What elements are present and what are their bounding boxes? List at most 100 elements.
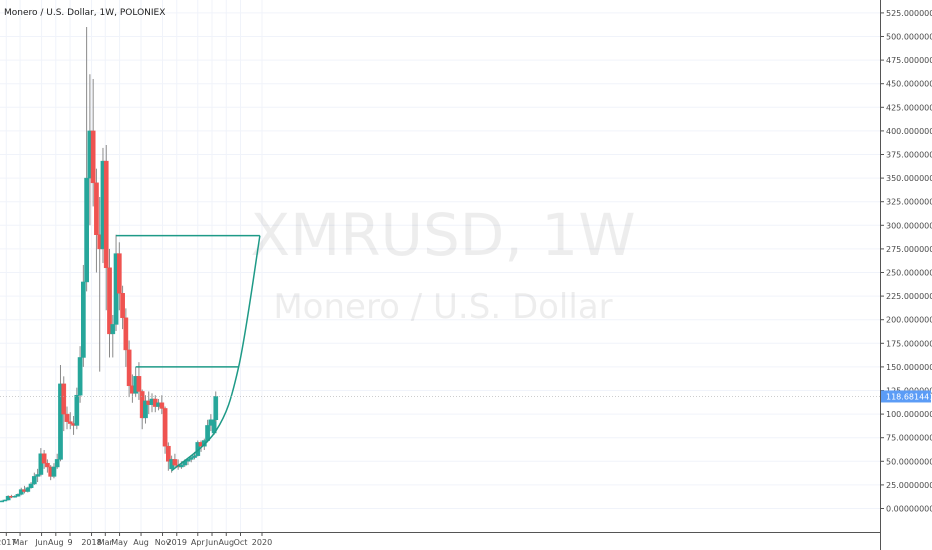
candle-body xyxy=(143,400,148,419)
candle-body xyxy=(166,445,171,462)
candle-body xyxy=(192,455,197,458)
candle-body xyxy=(107,267,112,335)
candle-down xyxy=(90,78,96,207)
time-tick-label: Aug xyxy=(48,538,64,547)
candle-body xyxy=(45,462,50,468)
price-tick-label: 400.00000000 xyxy=(886,127,932,136)
time-tick-label: Jun xyxy=(34,538,48,547)
candle-down xyxy=(120,285,125,330)
candle-body xyxy=(18,489,24,495)
time-tick-label: Nov xyxy=(155,538,171,547)
candle-body xyxy=(205,425,210,441)
price-tick-label: 25.00000000 xyxy=(886,481,932,490)
candle-body xyxy=(84,177,89,283)
candle-down xyxy=(64,406,70,430)
candle-up xyxy=(5,495,11,501)
time-tick-label: Jun xyxy=(205,538,219,547)
price-tick-label: 50.00000000 xyxy=(886,457,932,466)
candle-body xyxy=(41,453,47,464)
watermark-description: Monero / U.S. Dollar xyxy=(273,287,612,327)
candle-body xyxy=(64,413,70,422)
candle-body xyxy=(12,495,18,498)
time-tick-label: 2018 xyxy=(81,538,101,547)
price-tick-label: 525.00000000 xyxy=(886,9,932,18)
candle-up xyxy=(15,493,21,497)
candle-body xyxy=(31,476,37,485)
candle-down xyxy=(61,376,67,432)
candle-up xyxy=(12,495,18,498)
candle-down xyxy=(172,453,178,468)
price-axis-labels: 525.00000000 500.00000000 475.00000000 450.… xyxy=(880,9,932,514)
time-tick-label: Mar xyxy=(98,538,114,547)
candle-up xyxy=(77,346,83,403)
candle-down xyxy=(94,168,99,273)
candle-body xyxy=(35,474,40,477)
candle-up xyxy=(143,395,148,424)
candle-body xyxy=(0,500,4,503)
price-tick-label: 450.00000000 xyxy=(886,80,932,89)
candle-body xyxy=(74,394,80,426)
candle-down xyxy=(126,340,132,398)
candle-up xyxy=(28,482,34,489)
candle-body xyxy=(126,349,132,387)
time-tick-label: May xyxy=(111,538,128,547)
candle-body xyxy=(103,160,109,269)
chart-title: Monero / U.S. Dollar, 1W, POLONIEX xyxy=(4,8,165,18)
candle-up xyxy=(38,448,44,477)
candle-body xyxy=(61,383,67,415)
time-tick-label: 9 xyxy=(68,538,73,547)
time-tick-label: Oct xyxy=(234,538,248,547)
candle-body xyxy=(110,324,116,335)
candle-body xyxy=(2,499,8,502)
candle-up xyxy=(213,391,219,422)
candle-body xyxy=(213,396,219,421)
candle-body xyxy=(28,483,34,488)
candle-up xyxy=(18,487,24,496)
candle-body xyxy=(179,464,184,468)
candle-up xyxy=(81,264,86,367)
candle-body xyxy=(25,487,31,492)
price-tick-label: 200.00000000 xyxy=(886,316,932,325)
candles-layer xyxy=(0,27,219,503)
candle-down xyxy=(41,449,47,469)
candle-up xyxy=(31,472,37,485)
candle-up xyxy=(58,365,63,462)
candle-body xyxy=(162,408,168,447)
axis-layer xyxy=(0,0,881,550)
candle-down xyxy=(107,248,112,358)
candle-up xyxy=(35,468,40,483)
price-tick-label: 300.00000000 xyxy=(886,221,932,230)
grid-layer xyxy=(0,0,880,532)
candle-up xyxy=(54,453,60,469)
price-tick-label: 150.00000000 xyxy=(886,363,932,372)
time-tick-label: Aug xyxy=(218,538,234,547)
time-tick-label: 2019 xyxy=(167,538,187,547)
candle-down xyxy=(45,459,50,473)
time-tick-label: 2017 xyxy=(0,538,16,547)
candle-up xyxy=(110,314,116,358)
candle-down xyxy=(116,242,122,311)
time-tick-label: Mar xyxy=(13,538,29,547)
price-tick-label: 100.00000000 xyxy=(886,410,932,419)
price-tick-label: 275.00000000 xyxy=(886,245,932,254)
price-tick-label: 500.00000000 xyxy=(886,33,932,42)
price-tick-label: 250.00000000 xyxy=(886,269,932,278)
candle-body xyxy=(172,459,178,466)
price-tick-label: 425.00000000 xyxy=(886,103,932,112)
candle-down xyxy=(166,442,171,471)
annotation-layer xyxy=(116,234,261,472)
candle-body xyxy=(116,253,122,294)
candle-body xyxy=(159,402,165,409)
price-tick-label: 325.00000000 xyxy=(886,198,932,207)
candle-up xyxy=(51,463,57,479)
candle-down xyxy=(159,395,165,415)
candle-up xyxy=(188,455,194,463)
candle-body xyxy=(77,357,83,396)
price-tick-label: 175.00000000 xyxy=(886,339,932,348)
watermark-layer: XMRUSD, 1W Monero / U.S. Dollar xyxy=(250,201,635,327)
last-price-layer: 118.68144120 xyxy=(0,390,932,403)
candle-body xyxy=(94,182,99,235)
candle-up xyxy=(25,486,31,493)
time-tick-label: Apr xyxy=(191,538,206,547)
